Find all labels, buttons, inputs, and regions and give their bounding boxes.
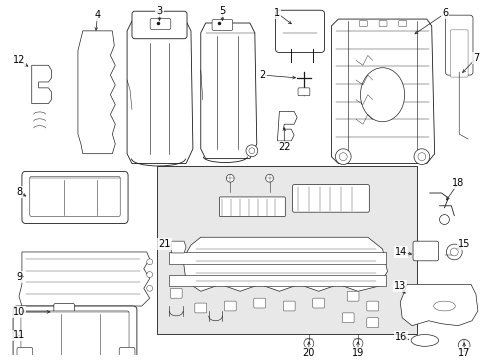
Bar	[169, 252, 385, 264]
Text: 5: 5	[219, 6, 225, 16]
FancyBboxPatch shape	[253, 298, 265, 308]
FancyBboxPatch shape	[298, 88, 309, 96]
Polygon shape	[127, 21, 192, 163]
FancyBboxPatch shape	[398, 21, 406, 26]
Text: 11: 11	[13, 330, 25, 341]
FancyBboxPatch shape	[449, 30, 467, 77]
FancyBboxPatch shape	[366, 318, 378, 328]
FancyBboxPatch shape	[132, 11, 186, 39]
Circle shape	[146, 272, 152, 278]
FancyBboxPatch shape	[292, 185, 368, 212]
Circle shape	[413, 149, 429, 165]
Circle shape	[245, 145, 257, 157]
Polygon shape	[171, 241, 185, 253]
FancyBboxPatch shape	[366, 301, 378, 311]
Polygon shape	[19, 252, 149, 306]
Text: 2: 2	[259, 70, 265, 80]
Circle shape	[226, 174, 234, 182]
Polygon shape	[201, 23, 256, 159]
Ellipse shape	[410, 334, 438, 346]
FancyBboxPatch shape	[212, 19, 232, 30]
Text: 17: 17	[457, 348, 469, 358]
Text: 15: 15	[457, 239, 469, 249]
Circle shape	[248, 148, 254, 154]
Text: 10: 10	[13, 307, 25, 317]
Polygon shape	[400, 284, 477, 326]
Circle shape	[304, 338, 313, 348]
FancyBboxPatch shape	[13, 306, 137, 360]
FancyBboxPatch shape	[150, 19, 170, 30]
FancyBboxPatch shape	[22, 171, 128, 224]
Text: 20: 20	[302, 348, 314, 358]
FancyBboxPatch shape	[275, 10, 324, 53]
FancyBboxPatch shape	[54, 303, 74, 320]
Text: 1: 1	[274, 8, 280, 18]
Text: 14: 14	[394, 247, 407, 257]
Circle shape	[352, 338, 362, 348]
Text: 16: 16	[394, 333, 407, 342]
Text: 19: 19	[351, 348, 364, 358]
Text: 9: 9	[16, 271, 22, 282]
FancyBboxPatch shape	[21, 311, 129, 358]
Text: 4: 4	[94, 10, 101, 20]
Polygon shape	[32, 65, 51, 104]
Circle shape	[146, 259, 152, 265]
Text: 22: 22	[278, 142, 290, 152]
FancyBboxPatch shape	[359, 21, 366, 26]
Polygon shape	[183, 237, 386, 291]
Polygon shape	[78, 31, 115, 154]
Text: 7: 7	[472, 53, 478, 63]
Ellipse shape	[433, 301, 454, 311]
Circle shape	[265, 174, 273, 182]
FancyBboxPatch shape	[346, 291, 358, 301]
Text: 13: 13	[393, 282, 406, 291]
Polygon shape	[331, 19, 434, 163]
Ellipse shape	[360, 68, 404, 122]
Circle shape	[439, 215, 448, 224]
FancyBboxPatch shape	[219, 197, 285, 217]
FancyBboxPatch shape	[283, 301, 294, 311]
FancyBboxPatch shape	[412, 241, 438, 261]
Bar	[169, 275, 385, 286]
FancyBboxPatch shape	[30, 176, 120, 217]
Polygon shape	[277, 112, 297, 141]
FancyBboxPatch shape	[378, 21, 386, 26]
FancyBboxPatch shape	[342, 313, 353, 323]
FancyBboxPatch shape	[119, 347, 135, 360]
FancyBboxPatch shape	[312, 298, 324, 308]
Text: 8: 8	[16, 187, 22, 197]
FancyBboxPatch shape	[170, 288, 182, 298]
Circle shape	[335, 149, 350, 165]
Text: 12: 12	[13, 55, 25, 66]
Circle shape	[146, 285, 152, 291]
Circle shape	[457, 339, 469, 351]
Text: 18: 18	[451, 178, 464, 188]
Text: 6: 6	[442, 8, 447, 18]
Circle shape	[339, 153, 346, 161]
Circle shape	[449, 248, 457, 256]
Text: 21: 21	[158, 239, 170, 249]
Text: 3: 3	[156, 6, 162, 16]
Circle shape	[417, 153, 425, 161]
Circle shape	[446, 244, 461, 260]
FancyBboxPatch shape	[17, 347, 33, 360]
FancyBboxPatch shape	[195, 303, 206, 313]
FancyBboxPatch shape	[224, 301, 236, 311]
Bar	[156, 166, 416, 333]
FancyBboxPatch shape	[445, 15, 472, 75]
